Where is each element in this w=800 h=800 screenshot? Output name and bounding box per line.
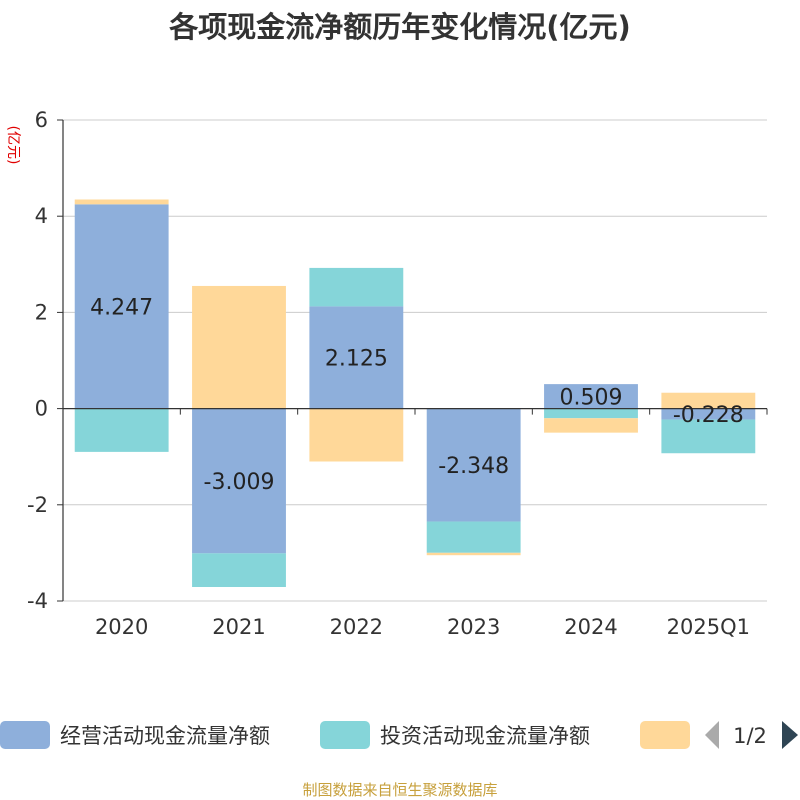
bar-segment bbox=[74, 204, 169, 409]
y-tick-label: 6 bbox=[35, 108, 48, 132]
bar-segment bbox=[74, 408, 169, 452]
data-label: 4.247 bbox=[90, 295, 153, 320]
source-note: 制图数据来自恒生聚源数据库 bbox=[302, 781, 497, 799]
y-tick-label: -4 bbox=[27, 589, 48, 613]
chart-title: 各项现金流净额历年变化情况(亿元) bbox=[168, 10, 631, 44]
legend-prev-page-icon[interactable] bbox=[705, 721, 719, 749]
legend-page-indicator: 1/2 bbox=[733, 724, 767, 748]
data-label: -3.009 bbox=[204, 470, 275, 495]
legend-swatch bbox=[0, 721, 50, 749]
x-tick-label: 2025Q1 bbox=[667, 615, 750, 639]
bar-segment bbox=[426, 521, 521, 553]
data-label: 2.125 bbox=[325, 346, 388, 371]
bars bbox=[74, 199, 756, 588]
axes: 6 4 2 0 -2 -4 2020 2021 2022 2023 2024 2025Q1 bbox=[27, 108, 768, 639]
bar-segment bbox=[661, 392, 756, 409]
gridlines bbox=[63, 119, 767, 602]
y-tick-label: 2 bbox=[35, 300, 48, 324]
bar-segment bbox=[544, 418, 638, 433]
data-label: 0.509 bbox=[560, 385, 623, 410]
x-tick-label: 2023 bbox=[447, 615, 500, 639]
bar-segment bbox=[544, 408, 638, 419]
bar-segment bbox=[426, 552, 521, 556]
bar-segment bbox=[544, 384, 638, 409]
bar-segment bbox=[309, 408, 404, 462]
bar-segment bbox=[309, 306, 404, 409]
bar-segment bbox=[192, 408, 286, 554]
legend-swatch bbox=[320, 721, 370, 749]
y-tick-label: 0 bbox=[35, 397, 48, 421]
data-label: -0.228 bbox=[673, 403, 744, 428]
data-labels: 4.247 -3.009 2.125 -2.348 0.509 -0.228 bbox=[90, 295, 744, 495]
data-label: -2.348 bbox=[438, 454, 509, 479]
y-tick-label: -2 bbox=[27, 493, 48, 517]
bar-segment bbox=[426, 408, 521, 522]
x-tick-label: 2022 bbox=[330, 615, 383, 639]
legend-next-page-icon[interactable] bbox=[782, 721, 798, 749]
bar-segment bbox=[661, 419, 756, 454]
x-tick-label: 2024 bbox=[564, 615, 617, 639]
legend-label: 投资活动现金流量净额 bbox=[380, 724, 590, 748]
y-axis-unit-label: (亿元) bbox=[5, 126, 21, 165]
x-tick-label: 2021 bbox=[212, 615, 265, 639]
bar-segment bbox=[192, 553, 286, 588]
legend: 经营活动现金流量净额 投资活动现金流量净额 1/2 bbox=[0, 721, 798, 749]
legend-swatch bbox=[640, 721, 690, 749]
bar-segment bbox=[74, 199, 169, 205]
x-tick-label: 2020 bbox=[95, 615, 148, 639]
legend-label: 经营活动现金流量净额 bbox=[60, 724, 270, 748]
bar-segment bbox=[661, 408, 756, 420]
y-tick-label: 4 bbox=[35, 204, 48, 228]
bar-segment bbox=[192, 285, 286, 409]
bar-segment bbox=[309, 267, 404, 307]
